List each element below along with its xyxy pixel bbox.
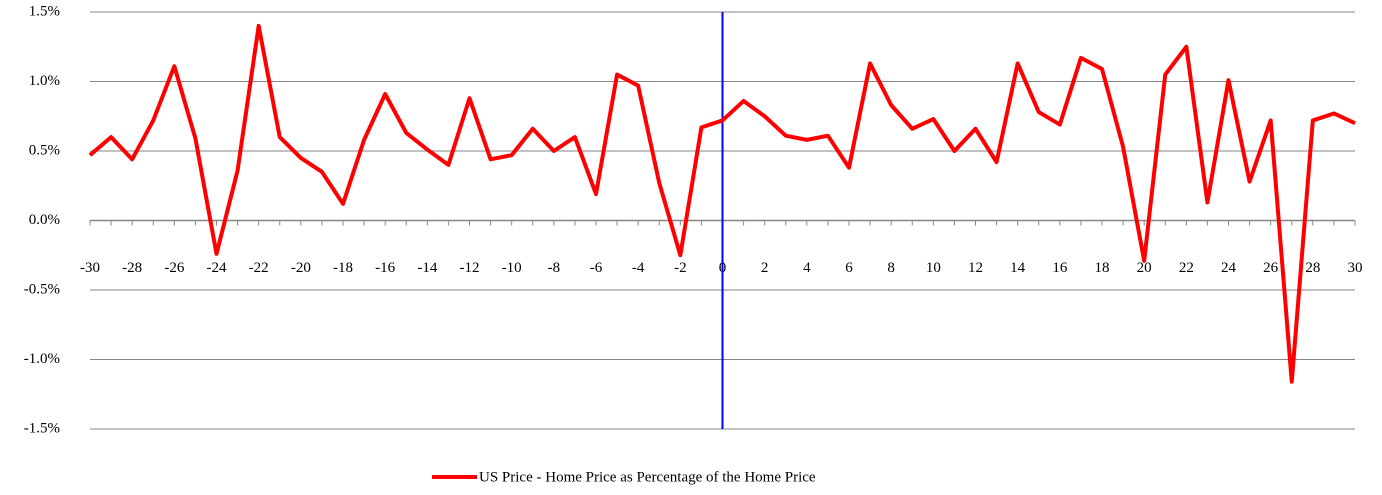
x-tick-label: 6 [845,260,853,276]
x-tick-label: -4 [632,260,645,276]
x-tick-label: 8 [887,260,895,276]
x-tick-label: -18 [333,260,353,276]
x-tick-label: -22 [249,260,269,276]
x-tick-label: -12 [460,260,480,276]
x-tick-label: -6 [590,260,603,276]
x-tick-label: 18 [1095,260,1110,276]
legend-label: US Price - Home Price as Percentage of t… [479,469,816,485]
y-tick-label: -1.5% [24,420,60,436]
x-tick-label: -28 [122,260,142,276]
series-line [88,23,1356,384]
x-tick-label: 30 [1348,260,1363,276]
x-tick-label: 24 [1221,260,1237,276]
x-tick-label: 12 [968,260,983,276]
x-tick-label: -24 [207,260,227,276]
x-tick-label: -16 [375,260,395,276]
x-tick-label: 22 [1179,260,1194,276]
x-tick-label: 4 [803,260,811,276]
x-tick-label: -2 [674,260,687,276]
x-tick-label: -20 [291,260,311,276]
y-tick-label: -0.5% [24,281,60,297]
x-tick-label: 28 [1305,260,1320,276]
x-tick-label: 10 [926,260,941,276]
y-tick-label: 0.5% [29,142,60,158]
x-tick-label: 20 [1137,260,1152,276]
x-tick-label: 26 [1263,260,1279,276]
y-tick-label: 1.0% [29,73,60,89]
x-tick-label: 14 [1010,260,1026,276]
x-tick-label: 16 [1052,260,1068,276]
x-tick-label: 2 [761,260,769,276]
x-tick-label: -30 [80,260,100,276]
x-tick-label: -14 [417,260,437,276]
x-tick-label: -10 [502,260,522,276]
y-tick-label: 0.0% [29,212,60,228]
y-tick-label: -1.0% [24,351,60,367]
x-tick-label: -8 [548,260,561,276]
x-tick-label: -26 [164,260,184,276]
y-tick-label: 1.5% [29,3,60,19]
